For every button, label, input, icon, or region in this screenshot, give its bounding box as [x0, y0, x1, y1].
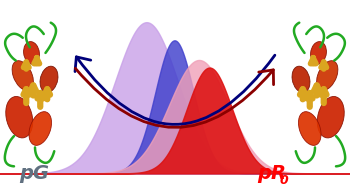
- FancyArrowPatch shape: [75, 68, 274, 127]
- Ellipse shape: [292, 66, 310, 93]
- Ellipse shape: [299, 112, 321, 145]
- Ellipse shape: [29, 112, 51, 145]
- Ellipse shape: [6, 96, 33, 138]
- Ellipse shape: [317, 61, 338, 91]
- Text: 0: 0: [280, 174, 289, 187]
- Ellipse shape: [310, 42, 327, 64]
- Ellipse shape: [40, 66, 58, 93]
- Ellipse shape: [23, 42, 40, 64]
- FancyArrowPatch shape: [75, 55, 275, 124]
- Text: pR: pR: [257, 164, 286, 183]
- Ellipse shape: [317, 96, 344, 138]
- Ellipse shape: [12, 61, 33, 91]
- Text: pG: pG: [19, 164, 49, 183]
